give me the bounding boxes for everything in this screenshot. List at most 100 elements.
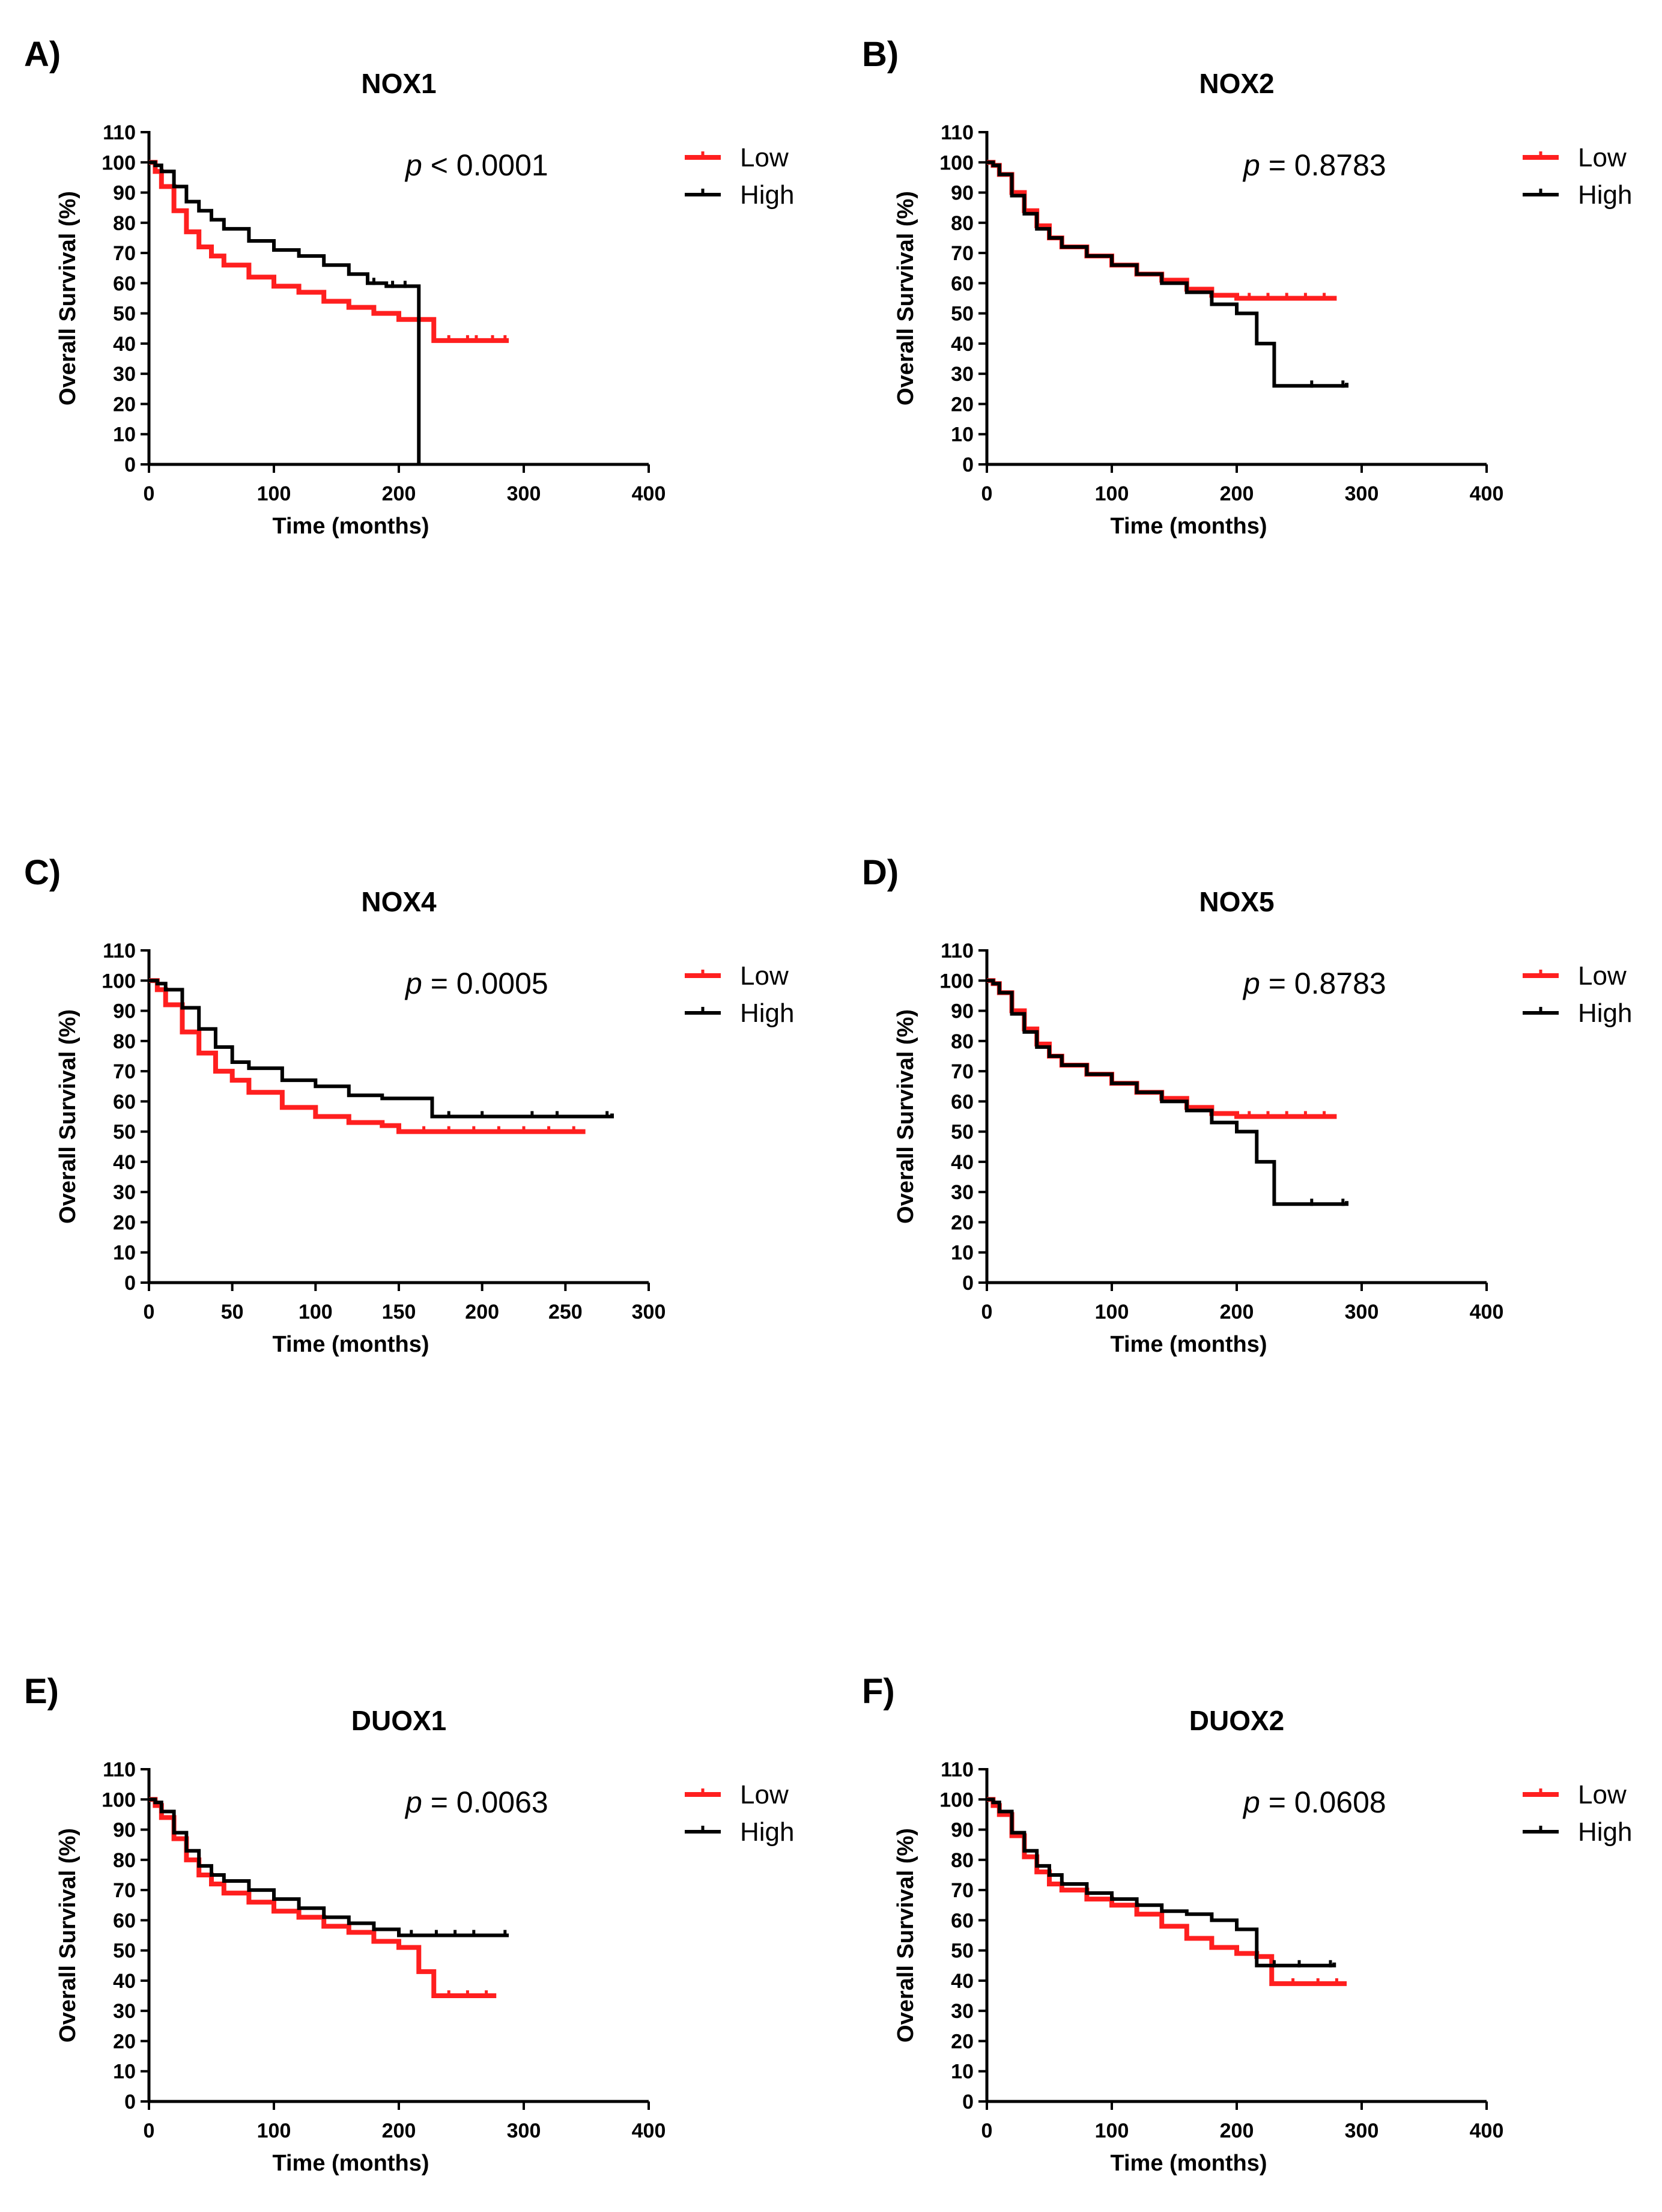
legend-label-low: Low	[1578, 143, 1627, 172]
x-tick-label: 200	[382, 2119, 416, 2142]
panel-label: D)	[862, 853, 899, 892]
y-tick-label: 90	[113, 1000, 136, 1023]
y-axis-title: Overall Survival (%)	[55, 191, 80, 406]
x-tick-label: 100	[257, 2119, 291, 2142]
panel-label: B)	[862, 35, 899, 74]
y-tick-label: 50	[951, 1940, 974, 1963]
p-value-text: = 0.8783	[1260, 148, 1386, 182]
p-symbol: p	[404, 148, 422, 182]
y-tick-label: 30	[113, 363, 136, 386]
y-tick-label: 80	[113, 1030, 136, 1053]
y-tick-label: 20	[951, 1211, 974, 1234]
x-tick-label: 200	[382, 482, 416, 505]
y-tick-label: 0	[124, 1272, 136, 1295]
legend-label-high: High	[740, 1817, 795, 1847]
chart-panel: F) DUOX2 0 10 20 30 40 50 60 70 80 90 100 110 0 100 200 3…	[862, 1672, 1633, 2176]
y-tick-label: 110	[941, 121, 974, 144]
chart-title: NOX4	[361, 886, 437, 917]
p-value: p < 0.0001	[404, 148, 548, 182]
y-tick-label: 100	[102, 1788, 136, 1811]
survival-curve-high	[987, 979, 1349, 1206]
y-tick-label: 0	[962, 1272, 974, 1295]
p-symbol: p	[1242, 1785, 1260, 1819]
y-tick-label: 50	[113, 303, 136, 326]
y-tick-label: 70	[951, 1060, 974, 1083]
x-tick-label: 0	[144, 2119, 155, 2142]
y-tick-label: 20	[113, 1211, 136, 1234]
x-tick-label: 100	[1095, 482, 1129, 505]
y-tick-label: 60	[951, 1909, 974, 1932]
y-tick-label: 70	[951, 1879, 974, 1902]
p-value: p = 0.8783	[1242, 148, 1386, 182]
y-tick-label: 100	[939, 151, 974, 174]
survival-curve-low	[987, 1797, 1347, 1986]
y-tick-label: 60	[113, 1909, 136, 1932]
p-value: p = 0.8783	[1242, 967, 1386, 1000]
legend-label-high: High	[1578, 1817, 1633, 1847]
p-symbol: p	[404, 1785, 422, 1819]
p-value-text: = 0.0608	[1260, 1785, 1386, 1819]
x-tick-label: 300	[1345, 2119, 1379, 2142]
y-tick-label: 40	[113, 1151, 136, 1174]
y-tick-label: 100	[939, 1788, 974, 1811]
x-tick-label: 100	[299, 1301, 333, 1323]
y-tick-label: 70	[113, 1060, 136, 1083]
chart-title: NOX1	[361, 68, 436, 99]
y-tick-label: 60	[951, 1090, 974, 1113]
legend-label-low: Low	[740, 961, 789, 991]
legend-label-low: Low	[740, 1780, 789, 1809]
p-value-text: = 0.0005	[422, 967, 548, 1000]
x-tick-label: 0	[981, 2119, 993, 2142]
x-axis-title: Time (months)	[1110, 2151, 1267, 2176]
y-tick-label: 0	[962, 2091, 974, 2113]
y-tick-label: 80	[951, 1030, 974, 1053]
y-tick-label: 100	[102, 970, 136, 992]
y-tick-label: 60	[951, 272, 974, 295]
y-tick-label: 20	[951, 2030, 974, 2053]
x-axis-title: Time (months)	[272, 514, 429, 539]
p-symbol: p	[404, 967, 422, 1000]
chart-panel: A) NOX1 0 10 20 30 40 50 60 70 80 90 100 110 0 100 200 30…	[24, 35, 795, 539]
y-tick-label: 10	[113, 2061, 136, 2083]
x-tick-label: 300	[507, 482, 541, 505]
x-tick-label: 400	[1470, 1301, 1504, 1323]
y-tick-label: 20	[113, 2030, 136, 2053]
p-value: p = 0.0063	[404, 1785, 548, 1819]
y-tick-label: 80	[951, 1849, 974, 1872]
chart-title: NOX2	[1199, 68, 1274, 99]
y-tick-label: 90	[113, 182, 136, 205]
y-tick-label: 10	[951, 1242, 974, 1265]
survival-curve-high	[149, 979, 614, 1119]
y-tick-label: 10	[951, 2061, 974, 2083]
y-tick-label: 10	[113, 424, 136, 446]
survival-curve-low	[149, 978, 586, 1134]
y-tick-label: 40	[113, 333, 136, 356]
p-value-text: = 0.0063	[422, 1785, 548, 1819]
chart-title: DUOX2	[1189, 1705, 1284, 1736]
y-tick-label: 70	[951, 242, 974, 265]
y-tick-label: 40	[951, 333, 974, 356]
y-tick-label: 20	[951, 393, 974, 416]
y-tick-label: 90	[951, 1819, 974, 1842]
y-tick-label: 100	[102, 151, 136, 174]
y-tick-label: 110	[941, 940, 974, 962]
legend-label-high: High	[1578, 998, 1633, 1028]
y-tick-label: 30	[951, 2000, 974, 2023]
survival-curve-high	[149, 160, 421, 464]
chart-panel: B) NOX2 0 10 20 30 40 50 60 70 80 90 100 110 0 100 200 30…	[862, 35, 1633, 539]
y-tick-label: 30	[113, 2000, 136, 2023]
y-tick-label: 70	[113, 1879, 136, 1902]
y-tick-label: 50	[113, 1940, 136, 1963]
x-tick-label: 200	[465, 1301, 499, 1323]
y-tick-label: 30	[113, 1181, 136, 1204]
x-tick-label: 300	[507, 2119, 541, 2142]
panel-label: F)	[862, 1672, 895, 1711]
p-value: p = 0.0608	[1242, 1785, 1386, 1819]
y-axis-title: Overall Survival (%)	[893, 1009, 918, 1224]
y-tick-label: 70	[113, 242, 136, 265]
x-tick-label: 0	[144, 482, 155, 505]
y-tick-label: 100	[939, 970, 974, 992]
chart-panel: D) NOX5 0 10 20 30 40 50 60 70 80 90 100 110 0 100 200 30…	[862, 853, 1633, 1357]
x-tick-label: 200	[1220, 2119, 1254, 2142]
